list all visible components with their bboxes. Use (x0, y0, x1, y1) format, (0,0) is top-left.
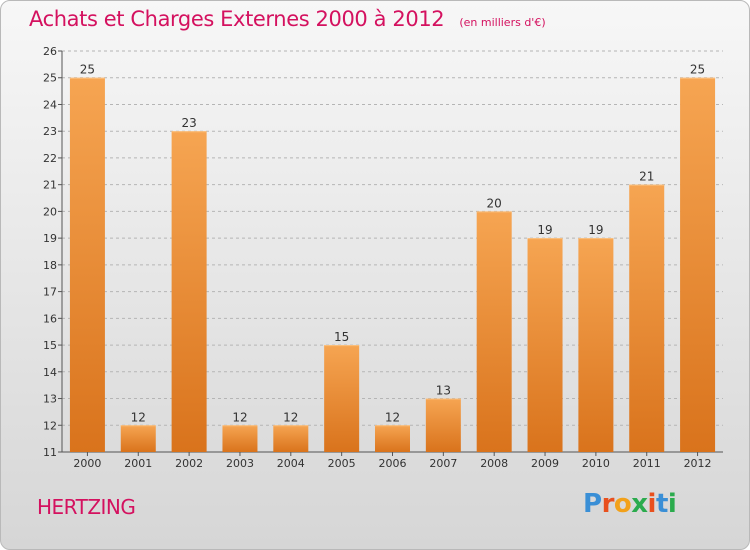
logo-letter: x (631, 489, 648, 519)
y-tick-label: 16 (43, 312, 57, 325)
bar-2004 (273, 425, 309, 452)
bar-2000 (69, 77, 105, 452)
data-label: 13 (436, 384, 451, 398)
x-tick-label: 2000 (73, 457, 101, 470)
x-tick-label: 2007 (429, 457, 457, 470)
data-label: 25 (690, 63, 705, 77)
data-label: 19 (588, 223, 603, 237)
x-tick-label: 2005 (328, 457, 356, 470)
y-tick-label: 25 (43, 72, 57, 85)
data-label: 15 (334, 330, 349, 344)
bar-2008 (476, 211, 512, 452)
logo-letter: i (667, 489, 677, 519)
y-tick-label: 15 (43, 339, 57, 352)
data-label: 25 (80, 63, 95, 77)
y-tick-label: 24 (43, 98, 57, 111)
y-tick-label: 21 (43, 179, 57, 192)
y-tick-label: 11 (43, 446, 57, 459)
logo-letter: P (583, 489, 602, 519)
logo-letter: r (601, 489, 615, 519)
x-tick-label: 2006 (379, 457, 407, 470)
bar-2010 (578, 238, 614, 452)
commune-name: HERTZING (37, 495, 136, 519)
x-tick-label: 2009 (531, 457, 559, 470)
bar-2002 (171, 131, 207, 452)
x-tick-label: 2010 (582, 457, 610, 470)
y-tick-label: 26 (43, 45, 57, 58)
x-tick-label: 2012 (684, 457, 712, 470)
x-tick-label: 2008 (480, 457, 508, 470)
y-tick-label: 13 (43, 393, 57, 406)
bar-2001 (120, 425, 156, 452)
y-tick-label: 20 (43, 205, 57, 218)
chart-header: Achats et Charges Externes 2000 à 2012 (… (29, 7, 546, 31)
data-label: 21 (639, 170, 654, 184)
bar-2012 (680, 77, 716, 452)
chart-subtitle: (en milliers d'€) (459, 16, 546, 29)
logo-letter: o (613, 489, 632, 519)
y-tick-label: 23 (43, 125, 57, 138)
x-tick-label: 2004 (277, 457, 305, 470)
data-label: 20 (487, 196, 502, 210)
chart-title: Achats et Charges Externes 2000 à 2012 (29, 7, 445, 31)
data-label: 12 (232, 410, 247, 424)
proxiti-logo: Proxiti (583, 489, 677, 519)
bar-2006 (375, 425, 410, 452)
data-label: 12 (385, 410, 400, 424)
bar-2005 (324, 345, 360, 452)
logo-letter: i (647, 489, 657, 519)
data-label: 12 (283, 410, 298, 424)
y-tick-label: 19 (43, 232, 57, 245)
bar-2009 (527, 238, 563, 452)
y-tick-label: 14 (43, 366, 57, 379)
bar-2007 (425, 398, 461, 452)
logo-letter: t (655, 489, 668, 519)
y-tick-label: 22 (43, 152, 57, 165)
bar-2003 (222, 425, 258, 452)
x-tick-label: 2002 (175, 457, 203, 470)
y-tick-label: 17 (43, 286, 57, 299)
data-label: 12 (131, 410, 146, 424)
data-label: 23 (181, 116, 196, 130)
bar-2011 (629, 184, 665, 452)
x-tick-label: 2001 (124, 457, 152, 470)
y-tick-label: 18 (43, 259, 57, 272)
y-tick-label: 12 (43, 419, 57, 432)
x-tick-label: 2003 (226, 457, 254, 470)
data-label: 19 (537, 223, 552, 237)
x-tick-label: 2011 (633, 457, 661, 470)
